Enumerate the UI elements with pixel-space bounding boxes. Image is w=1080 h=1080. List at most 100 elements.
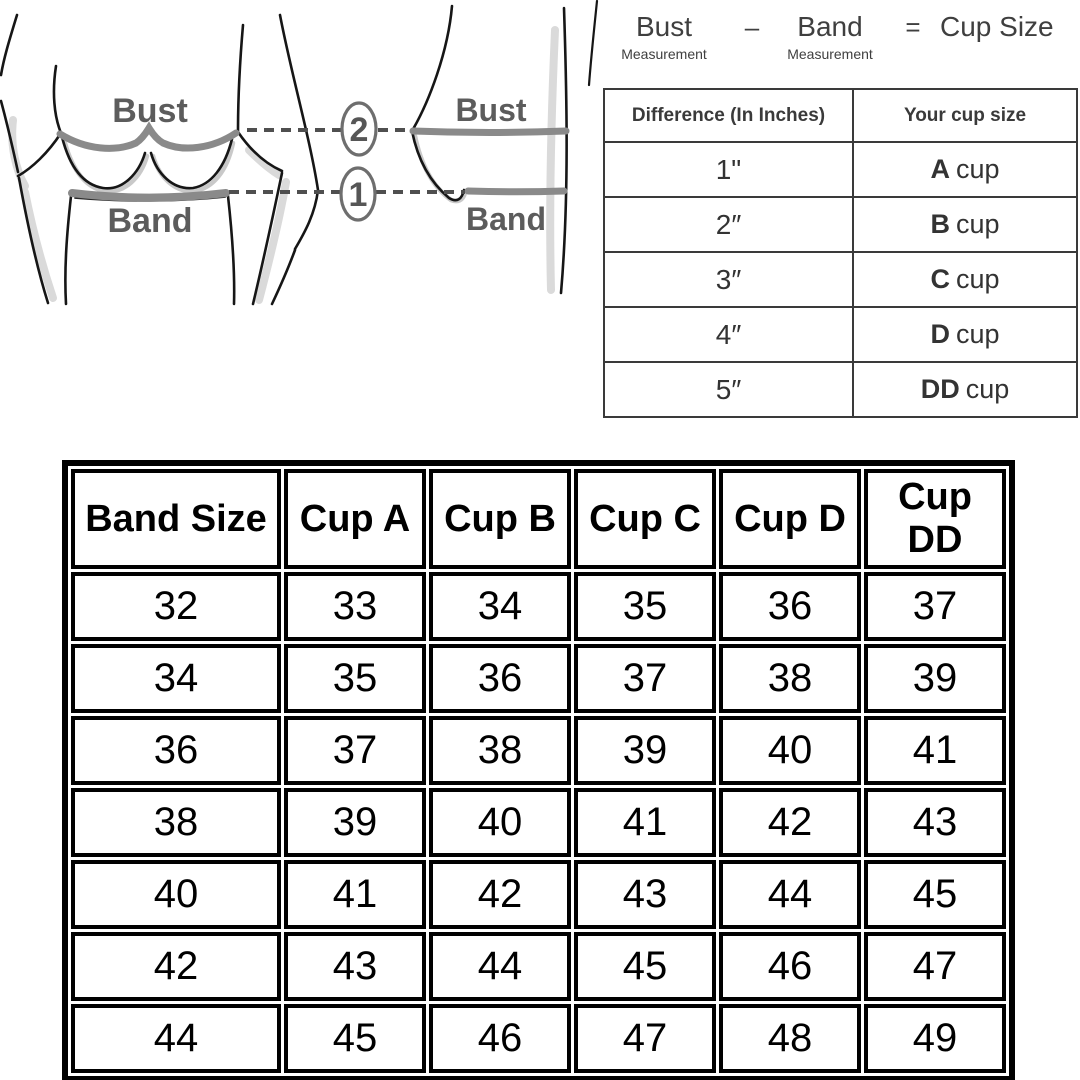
- size-table-row: 44 45 46 47 48 49: [71, 1004, 1006, 1073]
- size-cell: 45: [574, 932, 716, 1001]
- size-cell: 47: [864, 932, 1006, 1001]
- band-size-cell: 42: [71, 932, 281, 1001]
- side-torso-outline: [410, 0, 599, 295]
- size-cell: 48: [719, 1004, 861, 1073]
- front-band-bar: [68, 189, 230, 202]
- size-cell: 41: [284, 860, 426, 929]
- size-col-header-cupB: Cup B: [429, 469, 571, 569]
- cup-word: cup: [965, 374, 1010, 404]
- size-cell: 42: [429, 860, 571, 929]
- size-cell: 49: [864, 1004, 1006, 1073]
- size-cell: 37: [284, 716, 426, 785]
- band-cup-size-table: Band Size Cup A Cup B Cup C Cup D Cup DD…: [62, 460, 1015, 1080]
- size-table-header-row: Band Size Cup A Cup B Cup C Cup D Cup DD: [71, 469, 1006, 569]
- marker-number-2: 2: [350, 111, 369, 149]
- size-cell: 35: [284, 644, 426, 713]
- band-size-cell: 36: [71, 716, 281, 785]
- body-shading: [8, 26, 559, 304]
- size-cell: 39: [864, 644, 1006, 713]
- size-cell: 35: [574, 572, 716, 641]
- side-band-bar: [464, 187, 568, 196]
- cup-word: cup: [955, 154, 1000, 184]
- cup-table-header-cupsize: Your cup size: [852, 88, 1078, 143]
- size-cell: 39: [284, 788, 426, 857]
- cup-difference-table: Difference (In Inches) Your cup size 1" …: [603, 88, 1078, 418]
- formula-band-label: Band: [797, 11, 863, 42]
- cup-word: cup: [955, 319, 1000, 349]
- size-col-header-band: Band Size: [71, 469, 281, 569]
- difference-value: 3″: [603, 251, 854, 308]
- size-table-row: 40 41 42 43 44 45: [71, 860, 1006, 929]
- cup-letter: B: [930, 209, 950, 239]
- size-cell: 46: [429, 1004, 571, 1073]
- size-cell: 43: [574, 860, 716, 929]
- difference-value: 5″: [603, 361, 854, 418]
- size-cell: 33: [284, 572, 426, 641]
- front-bust-label: Bust: [112, 92, 188, 130]
- formula-band-term: Band Measurement: [774, 12, 886, 63]
- difference-value: 1": [603, 141, 854, 198]
- difference-value: 2″: [603, 196, 854, 253]
- band-size-cell: 34: [71, 644, 281, 713]
- size-col-header-cupA: Cup A: [284, 469, 426, 569]
- band-size-cell: 40: [71, 860, 281, 929]
- side-bust-label: Bust: [455, 92, 526, 128]
- formula-bust-term: Bust Measurement: [598, 12, 730, 63]
- size-cell: 47: [574, 1004, 716, 1073]
- cup-table-header-difference: Difference (In Inches): [603, 88, 854, 143]
- size-cell: 45: [864, 860, 1006, 929]
- size-cell: 45: [284, 1004, 426, 1073]
- cup-letter: D: [930, 319, 950, 349]
- size-cell: 38: [719, 644, 861, 713]
- measurement-bars: [56, 121, 570, 202]
- cup-word: cup: [955, 209, 1000, 239]
- size-col-header-cupD: Cup D: [719, 469, 861, 569]
- size-cell: 43: [864, 788, 1006, 857]
- cup-size-formula: Bust Measurement – Band Measurement = Cu…: [598, 12, 1076, 63]
- dashed-connectors: [229, 128, 465, 194]
- band-size-cell: 32: [71, 572, 281, 641]
- size-cell: 46: [719, 932, 861, 1001]
- cup-word: cup: [955, 264, 1000, 294]
- size-cell: 41: [574, 788, 716, 857]
- cup-letter: DD: [920, 374, 960, 404]
- size-cell: 36: [719, 572, 861, 641]
- size-col-header-cupC: Cup C: [574, 469, 716, 569]
- cup-letter: C: [930, 264, 950, 294]
- size-cell: 44: [429, 932, 571, 1001]
- formula-result-label: Cup Size: [940, 11, 1054, 42]
- size-cell: 37: [574, 644, 716, 713]
- formula-minus-sign: –: [744, 12, 760, 42]
- size-cell: 37: [864, 572, 1006, 641]
- size-cell: 41: [864, 716, 1006, 785]
- size-cell: 39: [574, 716, 716, 785]
- size-cell: 34: [429, 572, 571, 641]
- marker-circle-1: [339, 166, 377, 222]
- size-cell: 40: [719, 716, 861, 785]
- marker-circle-2: [340, 101, 378, 157]
- size-table-row: 32 33 34 35 36 37: [71, 572, 1006, 641]
- size-table-row: 42 43 44 45 46 47: [71, 932, 1006, 1001]
- difference-value: 4″: [603, 306, 854, 363]
- formula-band-sublabel: Measurement: [787, 46, 873, 62]
- size-cell: 40: [429, 788, 571, 857]
- cup-size-value: DD cup: [852, 361, 1078, 418]
- front-band-label: Band: [108, 202, 193, 240]
- side-band-label: Band: [466, 201, 546, 237]
- size-cell: 42: [719, 788, 861, 857]
- formula-bust-label: Bust: [635, 11, 693, 42]
- cup-letter: A: [930, 154, 950, 184]
- cup-table-header-row: Difference (In Inches) Your cup size: [603, 88, 1078, 143]
- size-cell: 43: [284, 932, 426, 1001]
- size-table-row: 34 35 36 37 38 39: [71, 644, 1006, 713]
- size-table-row: 36 37 38 39 40 41: [71, 716, 1006, 785]
- formula-equals-sign: =: [905, 12, 921, 42]
- size-table-row: 38 39 40 41 42 43: [71, 788, 1006, 857]
